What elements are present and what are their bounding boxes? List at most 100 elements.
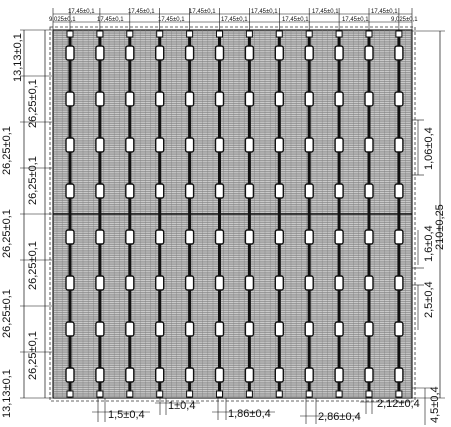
end-pad: [305, 390, 313, 398]
solder-pad: [274, 183, 284, 199]
solder-pad: [304, 275, 314, 291]
solder-pad: [364, 137, 374, 153]
solder-pad: [394, 183, 404, 199]
bottom-dim-label: 1,86±0,4: [228, 408, 271, 420]
solder-pad: [274, 275, 284, 291]
top-dim-label: 17,45±0,1: [68, 9, 95, 15]
solder-pad: [334, 229, 344, 245]
solder-pad: [65, 275, 75, 291]
end-pad: [335, 390, 343, 398]
bottom-dimension-labels: 1,5±0,4 1±0,4 1,86±0,4 2,86±0,4 2,12±0,4: [108, 398, 420, 423]
solder-pad: [394, 229, 404, 245]
solder-pad: [125, 183, 135, 199]
left-dim-label: 26,25±0,1: [1, 209, 13, 258]
solder-pad: [214, 367, 225, 383]
solder-pad: [364, 275, 374, 291]
end-pad: [156, 30, 164, 38]
bottom-dim-label: 2,86±0,4: [318, 411, 361, 423]
solder-pad: [95, 275, 105, 291]
solder-pad: [334, 183, 344, 199]
solder-pad: [154, 91, 165, 107]
solder-pad: [334, 91, 344, 107]
end-pad: [335, 30, 343, 38]
top-dim-label: 17,45±0,1: [158, 17, 185, 23]
solder-pad: [334, 45, 344, 61]
top-dim-label: 17,45±0,1: [189, 9, 216, 15]
end-pad: [96, 390, 104, 398]
solder-pad: [154, 45, 165, 61]
solder-pad: [244, 183, 255, 199]
top-dim-label: 17,45±0,1: [251, 9, 278, 15]
solder-pad: [65, 229, 75, 245]
solder-pad: [304, 91, 314, 107]
top-dim-label: 17,45±0,1: [312, 9, 339, 15]
solder-pad: [184, 367, 195, 383]
top-dim-label: 17,45±0,1: [342, 17, 369, 23]
dimension-lines: [20, 8, 445, 425]
bottom-dim-label: 1±0,4: [168, 400, 195, 412]
left-dim-label: 26,25±0,1: [27, 79, 39, 128]
top-dim-label: 17,45±0,1: [371, 9, 398, 15]
solder-pad: [184, 91, 195, 107]
end-pad: [186, 30, 194, 38]
solder-pad: [394, 367, 404, 383]
solder-pad: [214, 91, 225, 107]
top-dim-label: 17,45±0,1: [128, 9, 155, 15]
solder-pad: [184, 45, 195, 61]
end-pad: [186, 390, 194, 398]
end-pad: [275, 30, 283, 38]
solder-pad: [214, 229, 225, 245]
top-dim-label: 9,025±0,1: [391, 17, 418, 23]
solder-pad: [334, 137, 344, 153]
top-dimension-labels: 9,025±0,1 17,45±0,1 17,45±0,1 17,45±0,1 …: [49, 9, 418, 23]
solder-pad: [125, 137, 135, 153]
solder-pad: [214, 321, 225, 337]
solder-pad: [304, 367, 314, 383]
solder-pad: [154, 367, 165, 383]
right-dim-label: 4,5±0,4: [429, 386, 441, 423]
solder-pad: [214, 137, 225, 153]
solder-pad: [184, 137, 195, 153]
solder-pad: [65, 45, 75, 61]
solder-pad: [65, 137, 75, 153]
solder-pad: [304, 137, 314, 153]
end-pad: [66, 30, 74, 38]
end-pad: [216, 390, 223, 398]
right-dim-label: 2,5±0,4: [423, 281, 435, 318]
top-dim-label: 9,025±0,1: [49, 17, 76, 23]
solder-pad: [65, 367, 75, 383]
solder-pad: [154, 275, 165, 291]
left-dim-label: 26,25±0,1: [27, 156, 39, 205]
solder-pad: [364, 229, 374, 245]
solder-pad: [125, 321, 135, 337]
solder-pad: [125, 229, 135, 245]
solder-pad: [95, 367, 105, 383]
left-dim-label: 26,25±0,1: [1, 289, 13, 338]
right-dim-label: 1,06±0,4: [423, 127, 435, 170]
solder-pad: [394, 137, 404, 153]
end-pad: [365, 30, 373, 38]
solder-pad: [304, 183, 314, 199]
solder-pad: [274, 367, 284, 383]
left-dim-label: 26,25±0,1: [1, 126, 13, 175]
top-dim-label: 17,45±0,1: [221, 17, 248, 23]
bottom-dim-label: 2,12±0,4: [377, 398, 420, 410]
solder-pad: [334, 321, 344, 337]
solder-pad: [274, 229, 284, 245]
cell-grid: [49, 26, 416, 402]
left-dim-label: 26,25±0,1: [27, 241, 39, 290]
solder-pad: [125, 367, 135, 383]
solder-pad: [394, 91, 404, 107]
solder-pad: [214, 183, 225, 199]
solder-pad: [184, 183, 195, 199]
solder-pad: [95, 321, 105, 337]
solder-pad: [244, 321, 255, 337]
solder-pad: [214, 45, 225, 61]
solder-pad: [125, 275, 135, 291]
right-dim-label: 210±0,25: [434, 204, 446, 250]
solder-pad: [244, 91, 255, 107]
solder-pad: [244, 137, 255, 153]
end-pad: [245, 390, 253, 398]
end-pad: [66, 390, 74, 398]
solder-pad: [334, 367, 344, 383]
